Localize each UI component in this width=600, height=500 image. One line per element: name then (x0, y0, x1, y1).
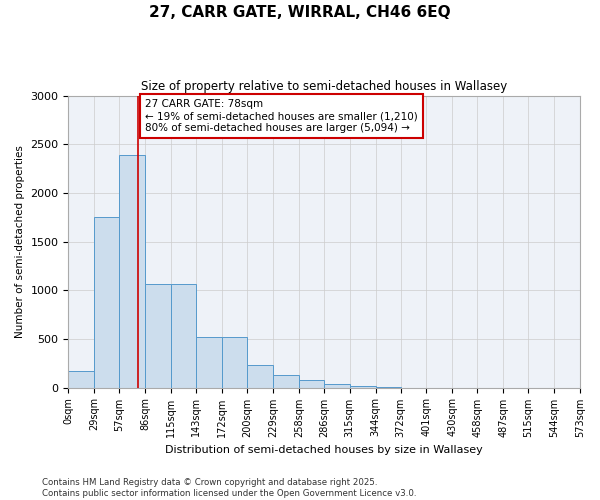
Bar (171, 284, 196, 388)
Bar (119, 155, 145, 388)
Bar (196, 337, 222, 388)
Bar (350, 386, 376, 388)
Bar (324, 384, 350, 388)
Bar (68, 371, 94, 388)
Bar (222, 337, 247, 388)
Bar (273, 375, 299, 388)
Text: Contains HM Land Registry data © Crown copyright and database right 2025.
Contai: Contains HM Land Registry data © Crown c… (42, 478, 416, 498)
Y-axis label: Number of semi-detached properties: Number of semi-detached properties (15, 145, 25, 338)
Text: 27, CARR GATE, WIRRAL, CH46 6EQ: 27, CARR GATE, WIRRAL, CH46 6EQ (149, 5, 451, 20)
Bar (94, 217, 119, 388)
Bar (247, 364, 273, 388)
X-axis label: Distribution of semi-detached houses by size in Wallasey: Distribution of semi-detached houses by … (166, 445, 483, 455)
Title: Size of property relative to semi-detached houses in Wallasey: Size of property relative to semi-detach… (141, 80, 508, 93)
Text: 27 CARR GATE: 78sqm
← 19% of semi-detached houses are smaller (1,210)
80% of sem: 27 CARR GATE: 78sqm ← 19% of semi-detach… (145, 100, 418, 132)
Bar (299, 380, 324, 388)
Bar (145, 284, 171, 388)
